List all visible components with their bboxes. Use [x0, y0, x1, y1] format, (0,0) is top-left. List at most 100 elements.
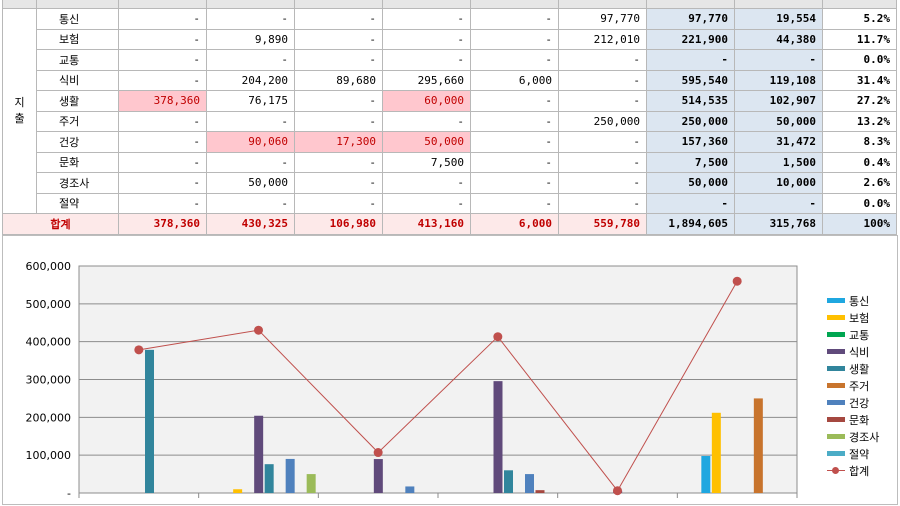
table-row: 주거 - - - - -250,000 250,000 50,000 13.2%	[3, 110, 897, 132]
legend-item: 통신	[827, 292, 879, 309]
category-cell: 문화	[36, 151, 119, 173]
value-cell: -	[470, 151, 559, 173]
value-cell: 50,000	[382, 131, 471, 153]
legend-item: 생활	[827, 360, 879, 377]
category-cell: 보험	[36, 28, 119, 50]
legend-label: 교통	[849, 328, 870, 342]
table-row: 경조사 -50,000- - - -50,000 10,000 2.6%	[3, 172, 897, 194]
bar-건강	[405, 486, 415, 493]
bar-보험	[233, 489, 243, 493]
value-cell: -	[382, 28, 471, 50]
bar-생활	[145, 349, 154, 493]
total-line	[138, 280, 738, 492]
category-cell: 경조사	[36, 172, 119, 194]
sum-cell: 250,000	[646, 110, 735, 132]
table-row: 교통 - - - - - - - -0.0%	[3, 49, 897, 71]
total-point	[613, 486, 622, 496]
total-cell: 378,360	[118, 213, 207, 235]
value-cell: 295,660	[382, 69, 471, 91]
value-cell: -	[558, 49, 647, 71]
legend-label: 문화	[849, 413, 870, 427]
pct-cell: 8.3%	[822, 131, 897, 153]
value-cell: -	[382, 110, 471, 132]
value-cell: -	[118, 49, 207, 71]
total-point	[493, 332, 503, 342]
pct-cell: 0.0%	[822, 192, 897, 214]
table-row: 절약 - - - - - - - -0.0%	[3, 192, 897, 214]
value-cell: -	[206, 192, 295, 214]
avg-cell: 44,380	[734, 28, 823, 50]
value-cell: -	[470, 192, 559, 214]
sum-cell: 97,770	[646, 8, 735, 30]
legend-item: 건강	[827, 394, 879, 411]
value-cell: -	[294, 172, 383, 194]
legend-swatch	[827, 298, 845, 303]
legend-label: 합계	[849, 464, 870, 478]
sum-cell: 157,360	[646, 131, 735, 153]
value-cell: -	[294, 90, 383, 112]
pct-cell: 31.4%	[822, 69, 897, 91]
legend-label: 건강	[849, 396, 870, 410]
avg-cell: 31,472	[734, 131, 823, 153]
avg-cell: -	[734, 192, 823, 214]
value-cell: -	[206, 49, 295, 71]
pct-cell: 2.6%	[822, 172, 897, 194]
pct-cell: 5.2%	[822, 8, 897, 30]
legend-item: 보험	[827, 309, 879, 326]
y-tick-label: 100,000	[26, 449, 72, 462]
value-cell: -	[470, 131, 559, 153]
table-row: 보험 -9,890- - -212,010 221,900 44,380 11.7%	[3, 28, 897, 50]
legend-item: 절약	[827, 445, 879, 462]
legend-item: 합계	[827, 462, 879, 479]
avg-cell: -	[734, 49, 823, 71]
total-cell: 6,000	[470, 213, 559, 235]
pct-cell: 0.0%	[822, 49, 897, 71]
avg-cell: 10,000	[734, 172, 823, 194]
table-row: 생활 378,360 76,175-60,000- -514,535 102,907 27…	[3, 90, 897, 112]
pct-cell: 13.2%	[822, 110, 897, 132]
legend-item: 문화	[827, 411, 879, 428]
pct-cell: 11.7%	[822, 28, 897, 50]
legend-swatch	[827, 451, 845, 456]
value-cell: -	[118, 69, 207, 91]
header-row	[2, 0, 897, 9]
legend-item: 주거	[827, 377, 879, 394]
avg-cell: 1,500	[734, 151, 823, 173]
legend-swatch	[827, 349, 845, 354]
value-cell: 76,175	[206, 90, 295, 112]
value-cell: -	[294, 151, 383, 173]
value-cell: -	[294, 192, 383, 214]
bar-식비	[254, 415, 264, 493]
value-cell: -	[470, 90, 559, 112]
value-cell: -	[558, 90, 647, 112]
bar-건강	[525, 474, 534, 493]
sum-cell: 50,000	[646, 172, 735, 194]
value-cell: -	[382, 8, 471, 30]
value-cell: -	[382, 192, 471, 214]
value-cell: -	[558, 151, 647, 173]
legend-swatch	[827, 315, 845, 320]
pct-cell: 0.4%	[822, 151, 897, 173]
value-cell: -	[470, 8, 559, 30]
bar-건강	[285, 458, 295, 493]
value-cell: -	[118, 172, 207, 194]
table-row: 식비 -204,200 89,680 295,660 6,000-595,540 119,…	[3, 69, 897, 91]
table-row: 건강 -90,060 17,300 50,000- -157,360 31,472 8.3%	[3, 131, 897, 153]
value-cell: 60,000	[382, 90, 471, 112]
value-cell: -	[118, 8, 207, 30]
table-row: 지 출 통신 - - - - -97,770 97,770 19,554 5.2%	[2, 8, 897, 214]
total-point	[373, 448, 383, 458]
category-cell: 식비	[36, 69, 119, 91]
bar-식비	[493, 381, 503, 493]
value-cell: -	[206, 110, 295, 132]
total-label: 합계	[2, 213, 119, 235]
value-cell: -	[206, 8, 295, 30]
bar-생활	[264, 464, 274, 493]
bar-보험	[711, 412, 721, 493]
y-tick-label: 500,000	[26, 298, 72, 311]
total-point	[732, 276, 742, 286]
legend-swatch	[827, 417, 845, 422]
bar-생활	[504, 470, 513, 493]
avg-cell: 19,554	[734, 8, 823, 30]
value-cell: -	[206, 151, 295, 173]
